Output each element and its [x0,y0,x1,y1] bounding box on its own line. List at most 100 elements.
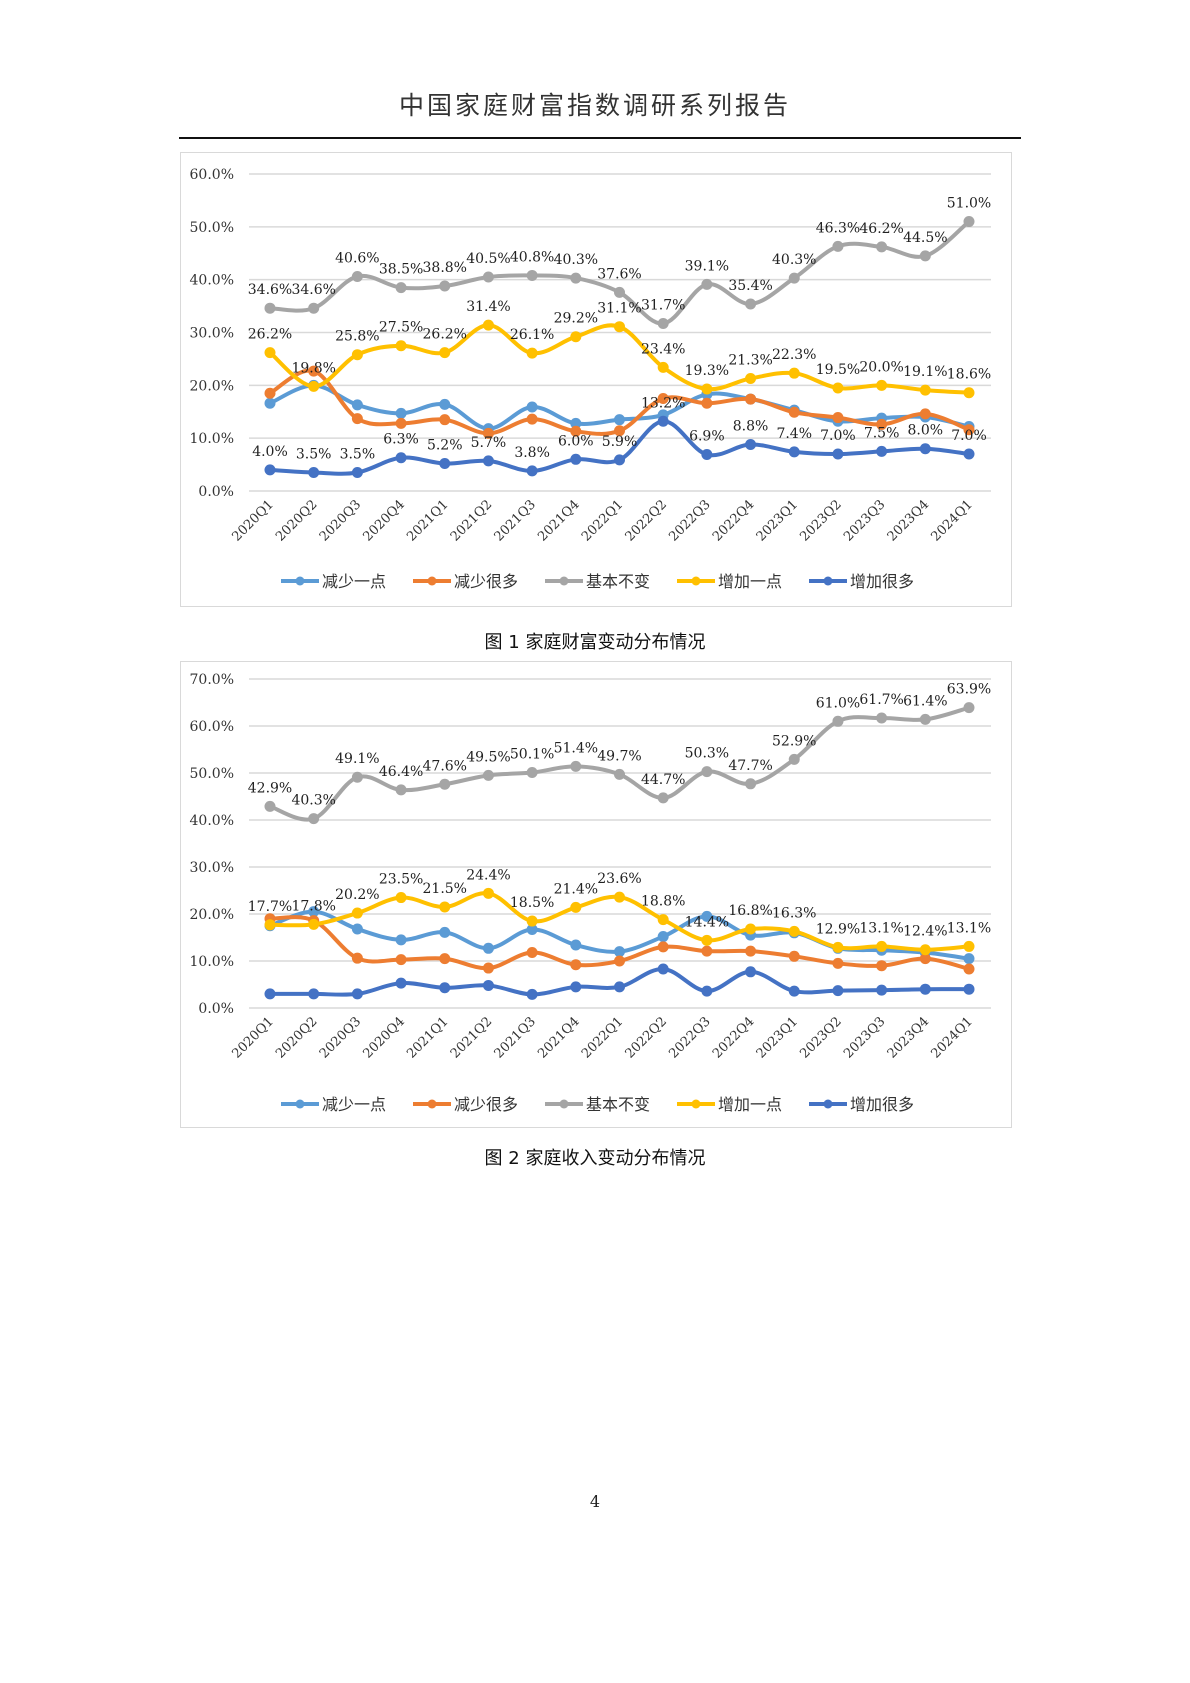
data-point [264,919,276,931]
data-label: 47.6% [423,758,467,774]
data-label: 13.2% [641,395,685,411]
data-point [614,414,625,426]
x-tick-label: 2020Q1 [229,1014,276,1061]
legend-label: 基本不变 [586,572,650,591]
x-tick-label: 2023Q3 [841,1014,888,1061]
data-point [482,942,494,954]
x-tick-label: 2022Q1 [579,1014,626,1061]
data-label: 40.6% [335,250,379,266]
data-point [308,813,320,825]
data-point [919,953,931,965]
legend-marker-icon [295,576,305,586]
data-point [395,977,407,989]
data-point [876,445,888,457]
data-label: 63.9% [947,682,991,698]
x-tick-label: 2020Q3 [317,497,364,544]
data-point [963,963,975,975]
data-point [963,702,975,714]
y-tick-label: 60.0% [190,719,234,735]
data-point [570,272,582,284]
legend-label: 减少很多 [454,572,518,591]
data-point [614,425,625,437]
data-label: 49.1% [335,751,379,767]
legend-label: 减少一点 [322,1095,386,1114]
data-label: 7.0% [951,428,987,444]
x-tick-label: 2024Q1 [928,497,975,544]
data-label: 12.9% [816,921,860,937]
data-label: 7.4% [776,426,812,442]
data-label: 37.6% [597,266,641,282]
legend-label: 增加一点 [718,572,782,591]
data-point [570,331,582,343]
data-point [745,372,757,384]
data-point [657,963,669,975]
data-label: 3.5% [340,447,376,463]
data-point [439,398,451,410]
data-label: 22.3% [772,347,816,363]
data-label: 61.4% [903,693,947,709]
y-tick-label: 0.0% [198,1001,234,1017]
data-point [832,715,844,727]
data-point [308,906,320,918]
data-point [657,318,669,330]
data-label: 42.9% [248,780,292,796]
data-point [701,449,713,461]
report-header-title: 中国家庭财富指数调研系列报告 [398,91,791,120]
x-tick-label: 2021Q4 [535,497,582,544]
data-point [745,298,757,310]
legend-marker-icon [427,1099,437,1109]
data-point [351,907,363,919]
x-tick-label: 2021Q1 [404,1014,451,1061]
data-point [832,412,844,424]
data-label: 31.1% [597,301,641,317]
x-tick-label: 2023Q3 [841,497,888,544]
data-point [351,413,363,425]
data-point [526,915,538,927]
data-point [439,982,451,994]
data-point [526,269,538,281]
data-point [351,952,363,964]
data-point [832,448,844,460]
chart-wealth-change: 0.0% 10.0% 20.0% 30.0% 40.0% 50.0% 60.0% 2020Q1… [180,152,1012,607]
x-tick-label: 2020Q1 [229,497,276,544]
data-label: 6.3% [383,432,419,448]
legend-marker-icon [559,1099,569,1109]
data-label: 13.1% [859,920,903,936]
data-point [570,425,582,437]
data-point [439,953,451,965]
data-label: 50.1% [510,747,554,763]
data-point [701,397,713,409]
data-point [439,414,451,426]
data-label: 3.5% [296,447,332,463]
data-label: 7.0% [820,428,856,444]
data-point [657,361,669,373]
data-label: 40.3% [772,252,816,268]
data-point [351,270,363,282]
chart-wealth-change-svg: 0.0% 10.0% 20.0% 30.0% 40.0% 50.0% 60.0% 2020Q1… [190,167,992,591]
data-label: 23.4% [641,341,685,357]
legend-label: 增加很多 [850,1095,914,1114]
data-point [919,408,931,420]
data-point [614,286,625,298]
data-label: 8.8% [733,419,769,435]
data-label: 24.4% [466,867,510,883]
data-point [264,988,276,1000]
data-label: 12.4% [903,924,947,940]
data-label: 5.7% [471,435,507,451]
x-tick-label: 2020Q4 [361,497,408,544]
data-point [876,960,888,972]
chart-income-change: 0.0% 10.0% 20.0% 30.0% 40.0% 50.0% 60.0% 70.0% 2… [180,661,1012,1128]
data-label: 49.5% [466,749,510,765]
figure-2-caption: 图 2 家庭收入变动分布情况 [484,1148,706,1169]
data-label: 39.1% [685,258,729,274]
x-tick-label: 2022Q3 [666,497,713,544]
data-point [308,918,320,930]
data-point [526,401,538,413]
data-point [788,985,800,997]
x-tick-label: 2020Q4 [361,1014,408,1061]
data-point [264,302,276,314]
data-point [482,962,494,974]
data-point [395,417,407,429]
x-tick-label: 2023Q2 [797,497,844,544]
data-point [395,282,407,294]
